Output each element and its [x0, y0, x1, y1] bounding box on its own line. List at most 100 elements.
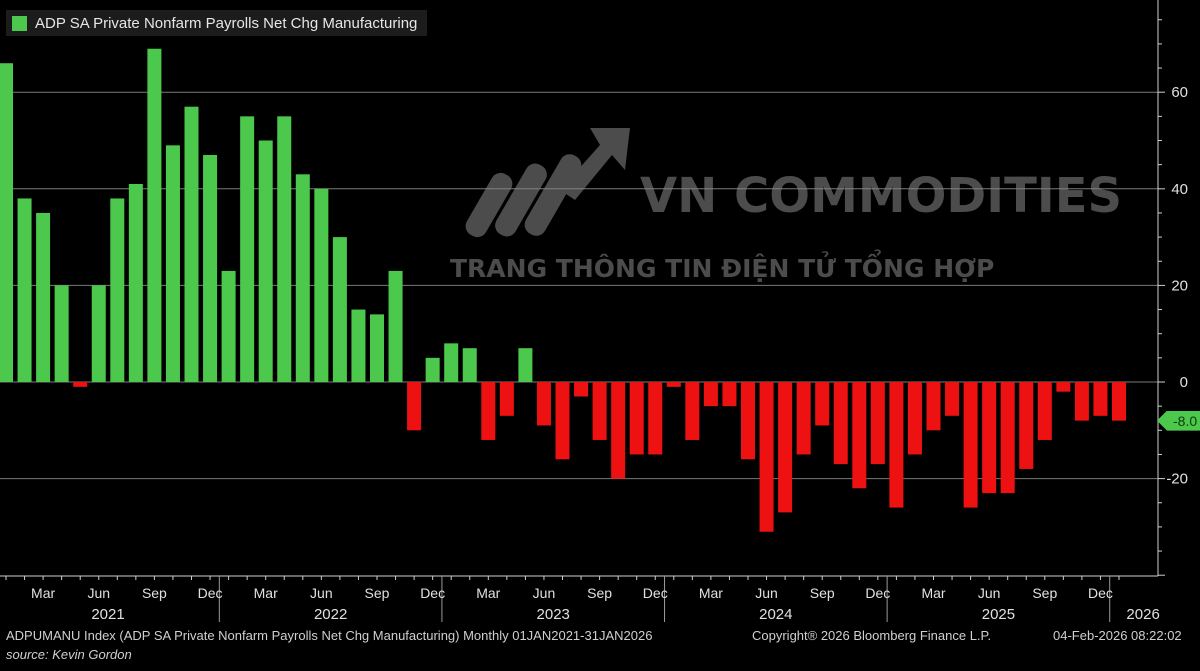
- bar: [314, 188, 329, 382]
- x-month-label: Mar: [31, 585, 55, 601]
- bar: [778, 382, 793, 513]
- legend-label: ADP SA Private Nonfarm Payrolls Net Chg …: [35, 14, 418, 32]
- x-month-label: Jun: [533, 585, 556, 601]
- bar: [1037, 382, 1052, 440]
- bar: [870, 382, 885, 465]
- bar: [815, 382, 830, 426]
- bar: [1056, 382, 1071, 392]
- bar: [184, 106, 199, 382]
- bar: [1019, 382, 1034, 469]
- x-month-label: Mar: [699, 585, 723, 601]
- bar: [91, 285, 106, 382]
- bar: [945, 382, 960, 416]
- watermark: VN COMMODITIES TRANG THÔNG TIN ĐIỆN TỬ T…: [450, 128, 1122, 283]
- y-tick-label: 20: [1171, 277, 1188, 294]
- bar: [574, 382, 589, 397]
- bar: [73, 382, 88, 387]
- bar: [332, 237, 347, 382]
- x-year-label: 2021: [91, 606, 124, 623]
- bar: [741, 382, 755, 460]
- x-month-label: Sep: [142, 585, 167, 601]
- bar: [128, 183, 143, 382]
- x-year-label: 2026: [1126, 606, 1159, 623]
- bar: [407, 382, 422, 431]
- x-month-label: Jun: [755, 585, 778, 601]
- bar: [518, 348, 533, 382]
- bar: [629, 382, 644, 455]
- x-month-label: Mar: [254, 585, 278, 601]
- legend-swatch: [12, 15, 27, 31]
- bar: [796, 382, 811, 455]
- x-month-label: Dec: [420, 585, 445, 601]
- y-axis: 60 40 20 0 -20: [1157, 0, 1188, 576]
- bar: [666, 382, 681, 387]
- x-month-label: Jun: [978, 585, 1001, 601]
- x-year-label: 2023: [537, 606, 570, 623]
- x-month-label: Jun: [310, 585, 333, 601]
- bar: [295, 174, 310, 382]
- x-month-label: Dec: [1088, 585, 1113, 601]
- bar: [240, 116, 255, 382]
- footer-source: source: Kevin Gordon: [6, 647, 132, 662]
- bar: [685, 382, 700, 440]
- y-tick-label: 40: [1171, 181, 1188, 198]
- bar: [277, 116, 292, 382]
- bar: [852, 382, 867, 489]
- x-month-label: Sep: [1032, 585, 1057, 601]
- bar: [351, 309, 366, 382]
- bar: [759, 382, 774, 532]
- watermark-logo-icon: [465, 128, 630, 238]
- bar: [258, 140, 273, 382]
- bar: [555, 382, 570, 460]
- x-year-label: 2025: [982, 606, 1015, 623]
- bar: [611, 382, 626, 479]
- x-month-label: Sep: [810, 585, 835, 601]
- bar: [703, 382, 718, 407]
- y-tick-label: -20: [1166, 471, 1188, 488]
- x-year-label: 2022: [314, 606, 347, 623]
- watermark-title: VN COMMODITIES: [640, 168, 1122, 224]
- bar: [722, 382, 737, 407]
- bar: [425, 357, 440, 382]
- bar: [481, 382, 496, 440]
- bar: [536, 382, 551, 426]
- watermark-subtitle: TRANG THÔNG TIN ĐIỆN TỬ TỔNG HỢP: [450, 248, 994, 283]
- x-year-label: 2024: [759, 606, 792, 623]
- bar: [370, 314, 384, 382]
- bar: [444, 343, 459, 382]
- bar: [388, 270, 403, 382]
- bar: [499, 382, 514, 416]
- bar: [1112, 382, 1126, 421]
- x-month-label: Dec: [198, 585, 223, 601]
- bar: [1074, 382, 1089, 421]
- bar: [165, 145, 180, 382]
- x-month-label: Dec: [643, 585, 668, 601]
- bar: [17, 198, 32, 382]
- x-month-label: Jun: [87, 585, 110, 601]
- bar: [889, 382, 904, 508]
- bar: [54, 285, 69, 382]
- bar: [203, 154, 218, 382]
- y-tick-label: 0: [1180, 374, 1188, 391]
- footer-index-description: ADPUMANU Index (ADP SA Private Nonfarm P…: [6, 628, 653, 643]
- bar: [147, 48, 162, 382]
- footer-timestamp: 04-Feb-2026 08:22:02: [1053, 628, 1182, 643]
- bar: [982, 382, 997, 494]
- bar: [648, 382, 663, 455]
- x-month-label: Mar: [476, 585, 500, 601]
- legend: ADP SA Private Nonfarm Payrolls Net Chg …: [6, 10, 428, 36]
- bar: [833, 382, 848, 465]
- y-tick-label: 60: [1171, 84, 1188, 101]
- bars: [0, 48, 1126, 532]
- last-value-badge: -8.0: [1157, 410, 1200, 431]
- bar: [110, 198, 125, 382]
- bar: [1000, 382, 1015, 494]
- bar: [907, 382, 922, 455]
- bar: [462, 348, 477, 382]
- x-month-label: Dec: [865, 585, 890, 601]
- x-axis: Mar Jun Sep Dec Mar Jun Sep Dec Mar Jun Sep Dec Mar J…: [0, 575, 1160, 623]
- bar: [592, 382, 607, 440]
- bar: [1093, 382, 1108, 416]
- footer-copyright: Copyright® 2026 Bloomberg Finance L.P.: [752, 628, 992, 643]
